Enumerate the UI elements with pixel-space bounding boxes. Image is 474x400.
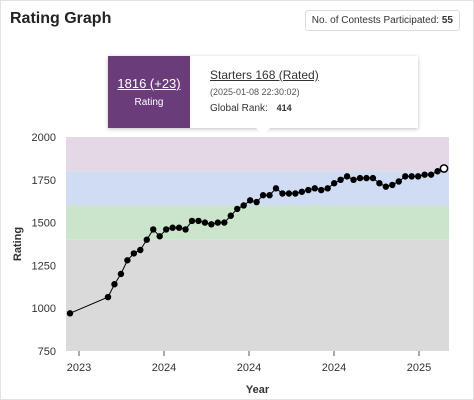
data-point [162,226,170,233]
data-point [376,180,383,187]
data-point [124,257,131,264]
tooltip-rating-panel: 1816 (+23) Rating [108,56,190,128]
data-point [117,270,125,278]
data-point [343,173,351,180]
data-point [318,186,325,194]
data-point [240,202,247,209]
data-point [130,250,138,257]
y-tick-label: 1250 [32,260,56,272]
data-point [285,190,293,197]
contests-count: 55 [441,15,453,26]
data-point [137,246,144,254]
data-point-selected [439,164,449,173]
y-tick-label: 2000 [32,132,56,144]
tooltip-contest-link[interactable]: Starters 168 (Rated) [210,68,319,82]
data-point [402,173,409,180]
contests-label: No. of Contests Participated: [311,15,440,26]
data-point [234,205,241,213]
data-point [104,293,112,301]
tooltip-details: Starters 168 (Rated) (2025-01-08 22:30:0… [210,68,319,114]
data-point [292,190,299,197]
data-point [66,310,74,317]
tooltip-rank-label: Global Rank: [210,103,268,114]
y-tick-label: 1000 [32,303,56,315]
data-point [259,192,267,199]
data-point [414,173,422,180]
data-point [195,217,202,225]
data-point [266,192,273,199]
data-point [298,188,306,195]
data-point [427,171,435,178]
data-point [421,171,428,178]
data-point [408,173,415,180]
data-point [214,219,222,226]
data-point [337,176,344,183]
contest-tooltip: 1816 (+23) Rating Starters 168 (Rated) (… [108,56,418,135]
data-point [272,185,280,192]
data-point [305,186,312,194]
data-point [330,180,338,187]
tooltip-rank-value: 414 [276,103,292,113]
data-point [363,174,370,182]
data-point [182,226,189,233]
graph-title: Rating Graph [10,10,112,27]
data-point [382,183,390,190]
x-tick-label: 2023 [67,362,91,374]
data-point [169,224,176,231]
x-tick-label: 2024 [322,362,346,374]
x-tick-label: 2024 [152,362,176,374]
y-tick-label: 750 [38,346,56,358]
data-point [143,236,150,243]
data-point [395,178,402,185]
rating-band-0 [66,239,449,351]
data-point [350,176,357,183]
x-tick-label: 2025 [407,362,431,374]
y-tick-label: 1750 [32,175,56,187]
data-point [369,174,377,182]
data-point [221,219,228,226]
tooltip-rank-row: Global Rank: 414 [210,103,319,114]
tooltip-arrow [256,128,270,135]
tooltip-rating-label: Rating [134,97,164,108]
data-point [175,224,183,231]
rating-band-3 [66,137,449,172]
y-axis-title: Rating [12,227,24,261]
data-point [279,190,286,197]
data-point [253,198,260,206]
data-point [188,217,196,225]
data-point [434,168,441,175]
rating-band-1 [66,205,449,240]
data-point [111,281,118,288]
x-axis-title: Year [246,384,270,396]
data-point [324,185,331,192]
data-point [156,233,163,240]
data-point [150,226,157,233]
tooltip-rating[interactable]: 1816 (+23) [117,76,181,91]
data-point [227,212,234,219]
data-point [201,219,209,226]
contests-badge: No. of Contests Participated: 55 [304,10,460,31]
data-point [389,181,396,189]
data-point [208,221,215,228]
x-tick-label: 2024 [237,362,261,374]
tooltip-date: (2025-01-08 22:30:02) [210,87,300,97]
data-point [311,185,318,192]
y-tick-label: 1500 [32,218,56,230]
data-point [246,197,254,204]
data-point [356,174,364,182]
